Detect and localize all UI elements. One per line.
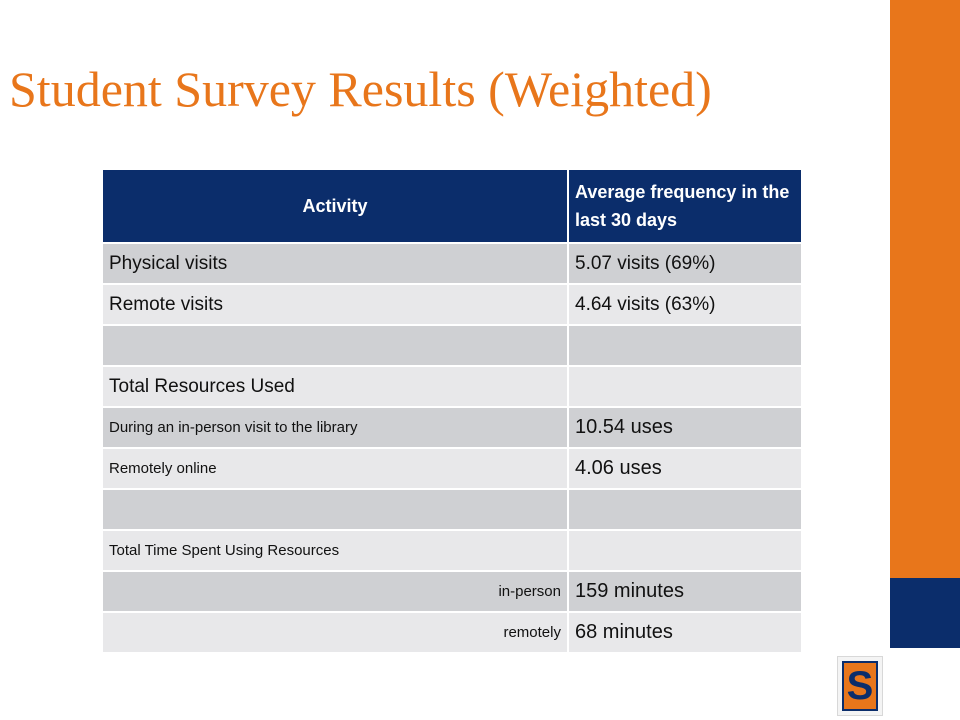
activity-cell: Total Resources Used <box>101 365 569 408</box>
header-activity: Activity <box>101 168 569 244</box>
frequency-cell: 4.64 visits (63%) <box>567 283 803 326</box>
table-row: Remotely online 4.06 uses <box>101 447 803 490</box>
activity-cell <box>101 324 569 367</box>
table-row: in-person 159 minutes <box>101 570 803 613</box>
activity-cell <box>101 488 569 531</box>
logo-badge: S <box>842 661 878 711</box>
table-row: During an in-person visit to the library… <box>101 406 803 449</box>
frequency-cell: 4.06 uses <box>567 447 803 490</box>
frequency-cell <box>567 324 803 367</box>
table-row <box>101 324 803 367</box>
sidebar-orange-bar <box>890 0 960 578</box>
frequency-cell: 5.07 visits (69%) <box>567 242 803 285</box>
logo-letter: S <box>846 664 874 708</box>
activity-cell: Physical visits <box>101 242 569 285</box>
header-average-frequency: Average frequency in the last 30 days <box>567 168 803 244</box>
sidebar-divider <box>886 0 890 720</box>
table-row: Total Time Spent Using Resources <box>101 529 803 572</box>
activity-cell: remotely <box>101 611 569 654</box>
sidebar-navy-block <box>890 578 960 648</box>
frequency-cell: 10.54 uses <box>567 406 803 449</box>
frequency-cell: 68 minutes <box>567 611 803 654</box>
table-row: Remote visits 4.64 visits (63%) <box>101 283 803 326</box>
activity-cell: Total Time Spent Using Resources <box>101 529 569 572</box>
block-s-logo-icon: S <box>837 656 883 716</box>
table-row: Total Resources Used <box>101 365 803 408</box>
activity-cell: in-person <box>101 570 569 613</box>
table-row: remotely 68 minutes <box>101 611 803 654</box>
activity-cell: Remote visits <box>101 283 569 326</box>
activity-cell: Remotely online <box>101 447 569 490</box>
frequency-cell: 159 minutes <box>567 570 803 613</box>
frequency-cell <box>567 488 803 531</box>
frequency-cell <box>567 529 803 572</box>
survey-results-table: Activity Average frequency in the last 3… <box>101 168 803 654</box>
table-header-row: Activity Average frequency in the last 3… <box>101 168 803 244</box>
activity-cell: During an in-person visit to the library <box>101 406 569 449</box>
frequency-cell <box>567 365 803 408</box>
slide-title: Student Survey Results (Weighted) <box>9 61 712 117</box>
table-row <box>101 488 803 531</box>
table-row: Physical visits 5.07 visits (69%) <box>101 242 803 285</box>
